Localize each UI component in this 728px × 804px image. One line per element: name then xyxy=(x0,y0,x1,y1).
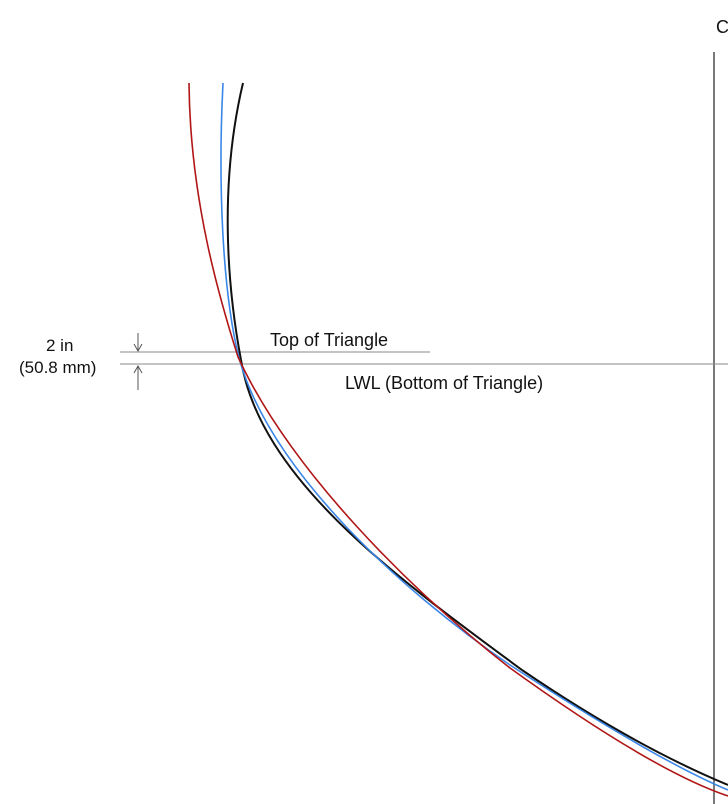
lwl-label: LWL (Bottom of Triangle) xyxy=(345,373,543,393)
curve-black xyxy=(226,82,728,786)
curve-red xyxy=(188,82,728,797)
dimension-mm-label: (50.8 mm) xyxy=(19,358,96,377)
dimension-arrows xyxy=(133,333,143,390)
curve-blue xyxy=(220,82,728,791)
edge-letter: C xyxy=(716,17,728,37)
top-of-triangle-label: Top of Triangle xyxy=(270,330,388,350)
dimension-in-label: 2 in xyxy=(46,336,73,355)
